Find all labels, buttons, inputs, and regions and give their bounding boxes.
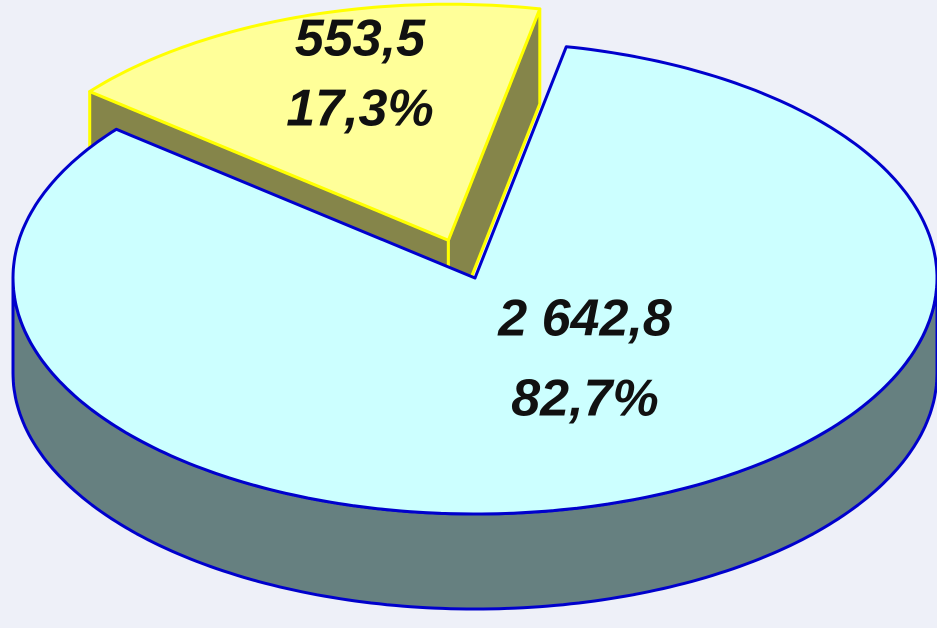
value-label: 2 642,8: [497, 290, 672, 348]
slice: [11, 45, 937, 516]
percent-label: 17,3%: [286, 80, 433, 138]
labels: 553,5 17,3% 2 642,8 82,7%: [286, 10, 672, 428]
percent-label: 82,7%: [511, 370, 658, 428]
slice: [88, 2, 542, 242]
pie: [11, 2, 937, 611]
value-label: 553,5: [295, 10, 426, 68]
